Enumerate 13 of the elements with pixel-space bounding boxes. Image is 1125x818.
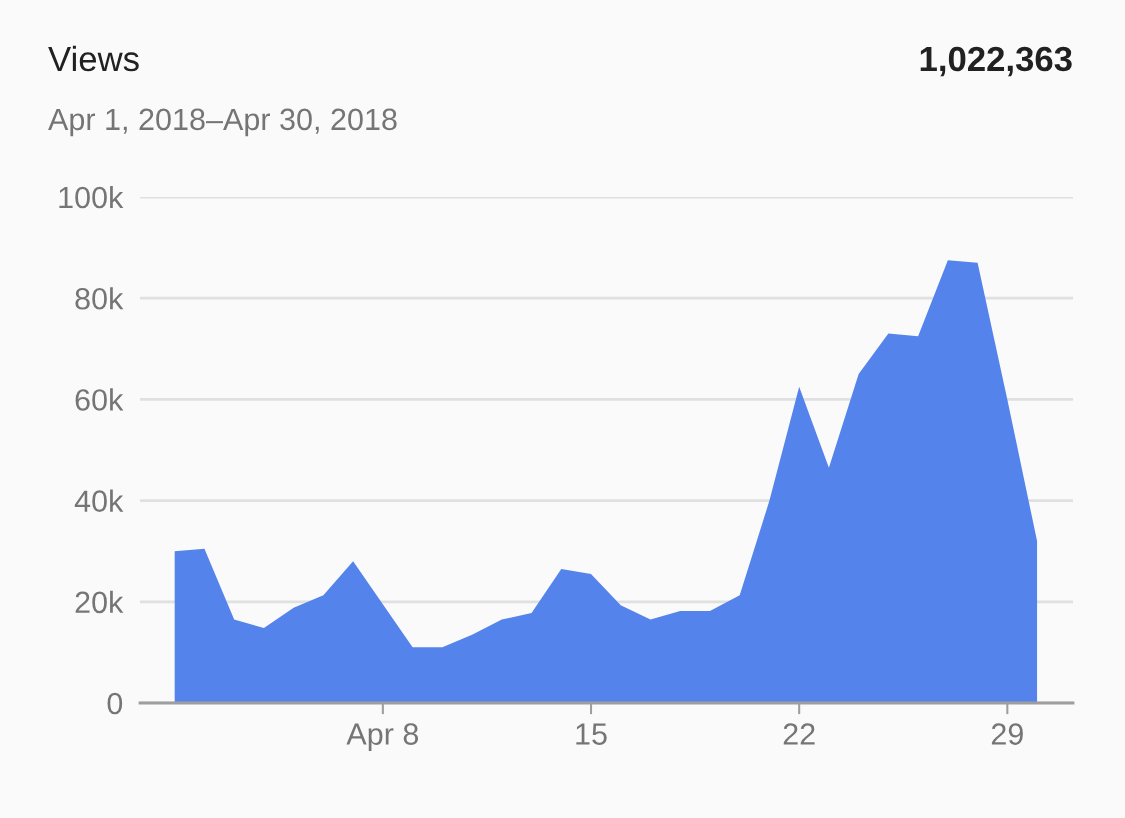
y-tick-label: 40k [74,489,124,512]
y-tick-label: 60k [75,388,124,411]
x-tick-label: 29 [991,723,1023,745]
y-tick-label: 100k [59,185,124,209]
x-tick-label: 15 [576,723,607,745]
y-tick-label: 20k [75,590,124,614]
text: 1,022,363 [920,46,1072,77]
chart-subtitle: Apr 1, 2018–Apr 30, 2018 [48,108,397,137]
y-tick-label: 80k [75,287,124,310]
x-tick-label: Apr 8 [346,723,419,751]
chart-title: Views [48,45,139,72]
x-tick-label: 22 [783,723,815,745]
y-tick-label: 0 [107,692,123,715]
